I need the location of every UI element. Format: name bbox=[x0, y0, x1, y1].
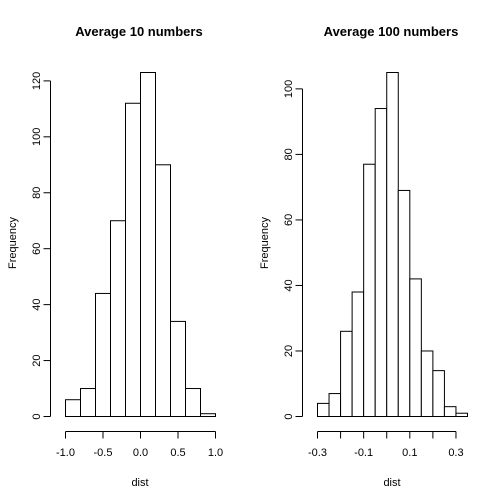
histogram-bar bbox=[125, 102, 141, 418]
x-tick-label: -0.1 bbox=[354, 447, 373, 459]
histogram-bar bbox=[155, 164, 171, 417]
histogram-bar bbox=[397, 189, 411, 417]
y-tick-label: 0 bbox=[283, 413, 295, 419]
histogram-bar bbox=[386, 72, 399, 417]
x-tick-label: 0.1 bbox=[402, 447, 417, 459]
x-tick-label: 0.5 bbox=[170, 447, 185, 459]
y-axis-label: Frequency bbox=[259, 217, 271, 269]
x-axis-label: dist bbox=[131, 477, 148, 489]
x-tick-label: -0.3 bbox=[308, 447, 327, 459]
histogram-bar bbox=[432, 370, 445, 417]
y-tick-label: 60 bbox=[31, 243, 43, 255]
y-tick-label: 60 bbox=[283, 214, 295, 226]
histogram-bar bbox=[443, 406, 457, 417]
histogram-bar bbox=[170, 320, 186, 418]
histogram-bar bbox=[363, 163, 376, 417]
histogram-bar bbox=[455, 412, 469, 418]
histogram-bar bbox=[340, 330, 353, 418]
y-tick-label: 40 bbox=[283, 279, 295, 291]
y-tick-label: 100 bbox=[283, 80, 295, 98]
histogram-panel-2: Average 100 numbers 0 20 40 60 80 100 -0.3 -0.1 0… bbox=[259, 24, 469, 489]
histogram-bar bbox=[409, 278, 422, 417]
histogram-bar bbox=[80, 388, 96, 418]
x-tick-label: 0.3 bbox=[448, 447, 463, 459]
x-tick-label: -1.0 bbox=[56, 447, 75, 459]
y-tick-label: 40 bbox=[31, 299, 43, 311]
histogram-bar bbox=[200, 413, 216, 417]
x-tick-label: 1.0 bbox=[208, 447, 223, 459]
histogram-bar bbox=[374, 108, 388, 418]
histogram-bar bbox=[351, 291, 365, 417]
x-tick-label: -0.5 bbox=[94, 447, 113, 459]
y-axis-label: Frequency bbox=[7, 217, 19, 269]
histogram-bar bbox=[420, 350, 434, 418]
y-tick-label: 0 bbox=[31, 413, 43, 419]
histogram-bar bbox=[140, 72, 156, 417]
chart-title: Average 10 numbers bbox=[75, 24, 202, 39]
y-tick-label: 100 bbox=[31, 128, 43, 146]
histogram-bar bbox=[65, 399, 81, 417]
histogram-bar bbox=[317, 402, 330, 417]
y-tick-label: 20 bbox=[283, 345, 295, 357]
histogram-bar bbox=[328, 393, 342, 418]
y-tick-label: 80 bbox=[283, 148, 295, 160]
x-axis-label: dist bbox=[383, 477, 400, 489]
y-tick-label: 20 bbox=[31, 354, 43, 366]
histogram-bar bbox=[95, 292, 111, 417]
histogram-bar bbox=[110, 220, 126, 417]
histogram-panel-1: Average 10 numbers 0 20 40 60 80 100 120 -1.0 -0.… bbox=[7, 24, 223, 489]
y-tick-label: 120 bbox=[31, 72, 43, 90]
histogram-bar bbox=[185, 388, 201, 418]
chart-title: Average 100 numbers bbox=[324, 24, 459, 39]
x-tick-label: 0.0 bbox=[133, 447, 148, 459]
y-tick-label: 80 bbox=[31, 187, 43, 199]
